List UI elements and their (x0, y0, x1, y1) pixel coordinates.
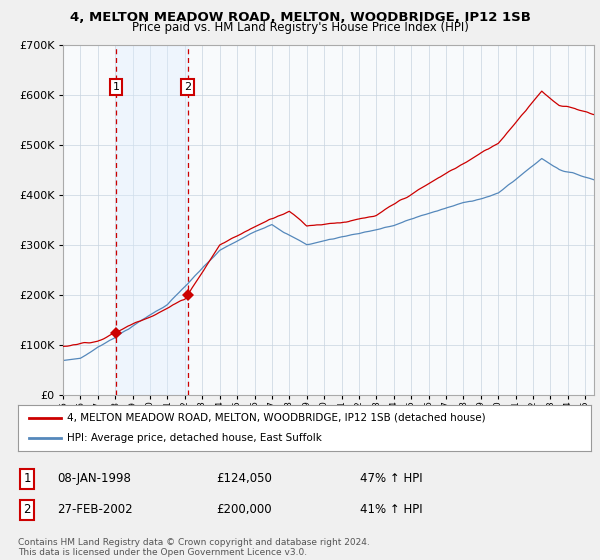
Text: 1: 1 (23, 472, 31, 486)
Text: £124,050: £124,050 (216, 472, 272, 486)
Text: £200,000: £200,000 (216, 503, 272, 516)
Text: 4, MELTON MEADOW ROAD, MELTON, WOODBRIDGE, IP12 1SB: 4, MELTON MEADOW ROAD, MELTON, WOODBRIDG… (70, 11, 530, 24)
Text: 41% ↑ HPI: 41% ↑ HPI (360, 503, 422, 516)
Text: 2: 2 (23, 503, 31, 516)
Text: 27-FEB-2002: 27-FEB-2002 (57, 503, 133, 516)
Text: Contains HM Land Registry data © Crown copyright and database right 2024.
This d: Contains HM Land Registry data © Crown c… (18, 538, 370, 557)
Text: 2: 2 (184, 82, 191, 92)
Text: HPI: Average price, detached house, East Suffolk: HPI: Average price, detached house, East… (67, 433, 322, 443)
Bar (116, 45, 188, 395)
Text: 47% ↑ HPI: 47% ↑ HPI (360, 472, 422, 486)
Text: Price paid vs. HM Land Registry's House Price Index (HPI): Price paid vs. HM Land Registry's House … (131, 21, 469, 34)
Text: 4, MELTON MEADOW ROAD, MELTON, WOODBRIDGE, IP12 1SB (detached house): 4, MELTON MEADOW ROAD, MELTON, WOODBRIDG… (67, 413, 485, 423)
Text: 08-JAN-1998: 08-JAN-1998 (57, 472, 131, 486)
Text: 1: 1 (112, 82, 119, 92)
